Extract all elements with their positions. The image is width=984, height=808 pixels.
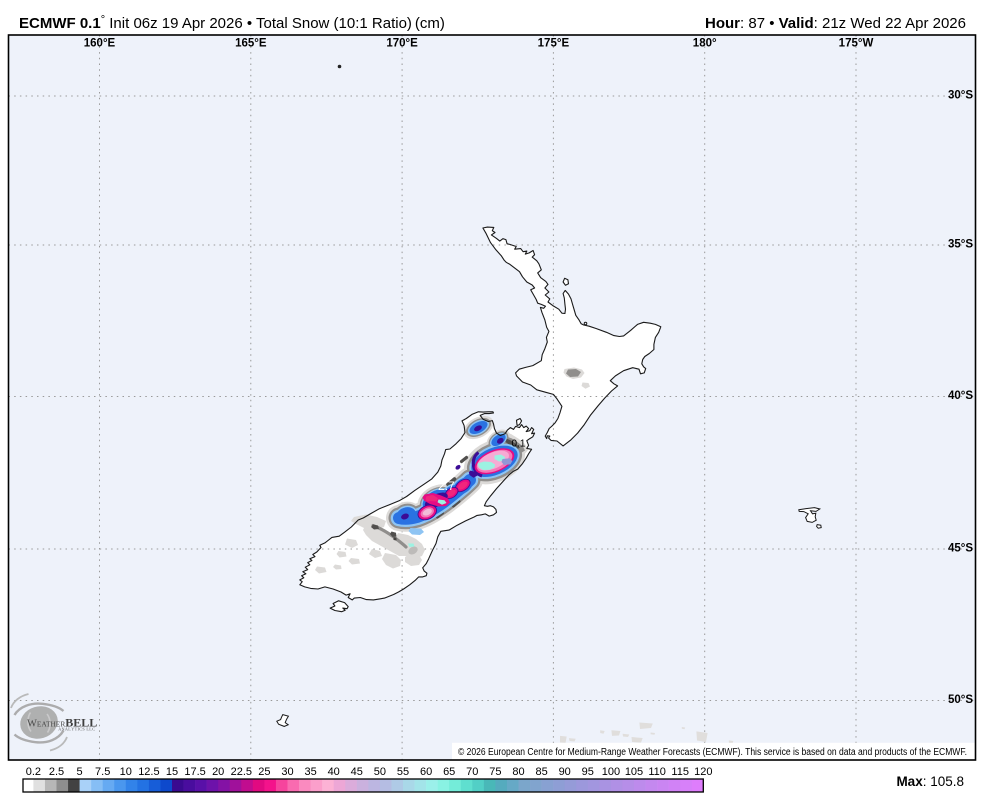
svg-text:180°: 180° bbox=[693, 38, 717, 50]
svg-text:12.5: 12.5 bbox=[138, 766, 159, 778]
svg-text:70: 70 bbox=[466, 766, 478, 778]
svg-text:7.5: 7.5 bbox=[95, 766, 110, 778]
svg-text:60: 60 bbox=[420, 766, 432, 778]
svg-text:17.5: 17.5 bbox=[184, 766, 205, 778]
svg-text:65: 65 bbox=[443, 766, 455, 778]
svg-text:0.1: 0.1 bbox=[512, 439, 526, 450]
svg-text:75: 75 bbox=[489, 766, 501, 778]
svg-text:15: 15 bbox=[166, 766, 178, 778]
svg-text:175°W: 175°W bbox=[839, 38, 874, 50]
svg-text:90: 90 bbox=[559, 766, 571, 778]
svg-text:25: 25 bbox=[258, 766, 270, 778]
svg-text:2.7: 2.7 bbox=[438, 479, 455, 493]
svg-text:45: 45 bbox=[351, 766, 363, 778]
svg-text:120: 120 bbox=[694, 766, 712, 778]
svg-text:110: 110 bbox=[648, 766, 666, 778]
svg-text:ECMWF 0.1° Init 06z 19 Apr 202: ECMWF 0.1° Init 06z 19 Apr 2026 • Total … bbox=[19, 14, 445, 32]
svg-text:115: 115 bbox=[671, 766, 689, 778]
svg-text:55: 55 bbox=[397, 766, 409, 778]
svg-text:170°E: 170°E bbox=[386, 38, 418, 50]
svg-text:45°S: 45°S bbox=[948, 543, 973, 555]
svg-text:80: 80 bbox=[512, 766, 524, 778]
svg-text:50°S: 50°S bbox=[948, 694, 973, 706]
svg-text:Hour: 87 • Valid: 21z Wed 22 A: Hour: 87 • Valid: 21z Wed 22 Apr 2026 bbox=[705, 15, 966, 32]
svg-text:WEATHERBELL: WEATHERBELL bbox=[27, 716, 97, 730]
svg-text:2.5: 2.5 bbox=[49, 766, 64, 778]
svg-text:10: 10 bbox=[120, 766, 132, 778]
svg-text:40°S: 40°S bbox=[948, 390, 973, 402]
svg-text:A N A L Y T I C S L L C: A N A L Y T I C S L L C bbox=[58, 727, 95, 732]
svg-text:160°E: 160°E bbox=[84, 38, 116, 50]
svg-text:105: 105 bbox=[625, 766, 643, 778]
svg-text:50: 50 bbox=[374, 766, 386, 778]
svg-text:30: 30 bbox=[281, 766, 293, 778]
svg-text:95: 95 bbox=[582, 766, 594, 778]
svg-text:40: 40 bbox=[328, 766, 340, 778]
svg-text:0.2: 0.2 bbox=[26, 766, 41, 778]
svg-text:85: 85 bbox=[535, 766, 547, 778]
svg-text:35°S: 35°S bbox=[948, 239, 973, 251]
svg-text:175°E: 175°E bbox=[538, 38, 570, 50]
svg-text:20: 20 bbox=[212, 766, 224, 778]
svg-text:35: 35 bbox=[304, 766, 316, 778]
svg-text:Max: 105.8: Max: 105.8 bbox=[896, 774, 964, 789]
svg-text:100: 100 bbox=[602, 766, 620, 778]
svg-text:30°S: 30°S bbox=[948, 90, 973, 102]
svg-text:© 2026 European Centre for Med: © 2026 European Centre for Medium-Range … bbox=[458, 747, 967, 758]
svg-text:5: 5 bbox=[77, 766, 83, 778]
svg-text:165°E: 165°E bbox=[235, 38, 267, 50]
svg-text:22.5: 22.5 bbox=[231, 766, 252, 778]
